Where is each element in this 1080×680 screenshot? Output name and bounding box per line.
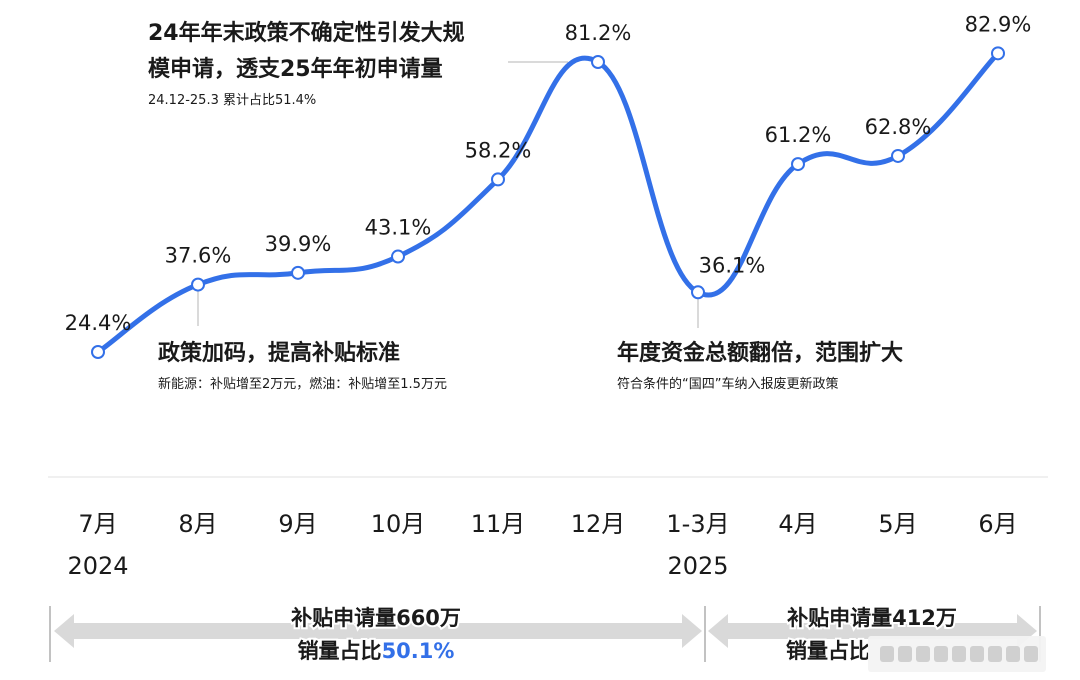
x-tick-label-5: 11月 [471,510,526,538]
x-tick-label-10: 6月 [978,510,1017,538]
value-label-4: 43.1% [365,216,432,240]
period-arrow-band-2 [708,614,1037,648]
watermark-overlay [868,636,1046,672]
x-tick-label-9: 5月 [878,510,917,538]
annotation-a2-title: 政策加码，提高补贴标准 [158,340,400,366]
annotation-a2-subtitle: 新能源：补贴增至2万元，燃油：补贴增至1.5万元 [158,376,447,392]
x-tick-label-6: 12月 [571,510,626,538]
value-label-9: 62.8% [865,115,932,139]
x-tick-label-3: 9月 [278,510,317,538]
value-label-7: 36.1% [699,253,766,277]
data-point-2 [191,277,205,292]
watermark-glyph-7 [988,646,1002,662]
data-point-6 [591,55,605,69]
data-point-7 [691,285,705,300]
watermark-glyph-4 [934,646,948,662]
x-tick-label-7: 1-3月 [666,510,729,538]
x-tick-label-1: 7月 [78,510,117,538]
value-label-2: 37.6% [165,244,232,268]
x-year-label-1: 2024 [67,552,128,580]
data-point-5 [491,172,505,187]
watermark-glyph-8 [1006,646,1020,662]
watermark-glyph-3 [916,646,930,662]
data-point-9 [891,148,905,163]
period-2-line2: 销量占比 [786,639,870,663]
annotation-a1-title-line2: 模申请，透支25年年初申请量 [148,56,443,82]
value-label-5: 58.2% [465,138,532,162]
period-1-highlight: 50.1% [382,639,455,663]
period-1-line1: 补贴申请量660万 [290,606,461,630]
x-tick-label-4: 10月 [371,510,426,538]
value-label-6: 81.2% [565,21,632,45]
x-tick-label-8: 4月 [778,510,817,538]
data-point-8 [791,157,805,172]
annotation-a3-subtitle: 符合条件的“国四”车纳入报废更新政策 [617,376,838,392]
annotation-a3-title: 年度资金总额翻倍，范围扩大 [617,340,903,366]
watermark-glyph-2 [898,646,912,662]
annotation-a1-title-line1: 24年年末政策不确定性引发大规 [148,20,465,46]
watermark-glyph-6 [970,646,984,662]
series-line [95,50,1001,355]
value-label-10: 82.9% [965,12,1032,36]
data-point-1 [91,345,105,359]
period-1-line2-prefix: 销量占比 [298,639,382,663]
watermark-glyph-1 [880,646,894,662]
value-label-3: 39.9% [265,232,332,256]
watermark-glyph-5 [952,646,966,662]
data-point-10 [991,46,1005,61]
x-year-label-7: 2025 [667,552,728,580]
value-label-1: 24.4% [65,311,132,335]
x-tick-label-2: 8月 [178,510,217,538]
annotation-a1-subtitle: 24.12-25.3 累计占比51.4% [148,93,316,108]
period-1-line2: 销量占比50.1% [298,639,455,663]
data-point-3 [291,265,305,280]
period-2-line1: 补贴申请量412万 [786,606,957,630]
watermark-glyph-9 [1024,646,1038,662]
period-arrow-band-1 [54,614,702,648]
data-point-4 [391,249,405,264]
value-label-8: 61.2% [765,123,832,147]
